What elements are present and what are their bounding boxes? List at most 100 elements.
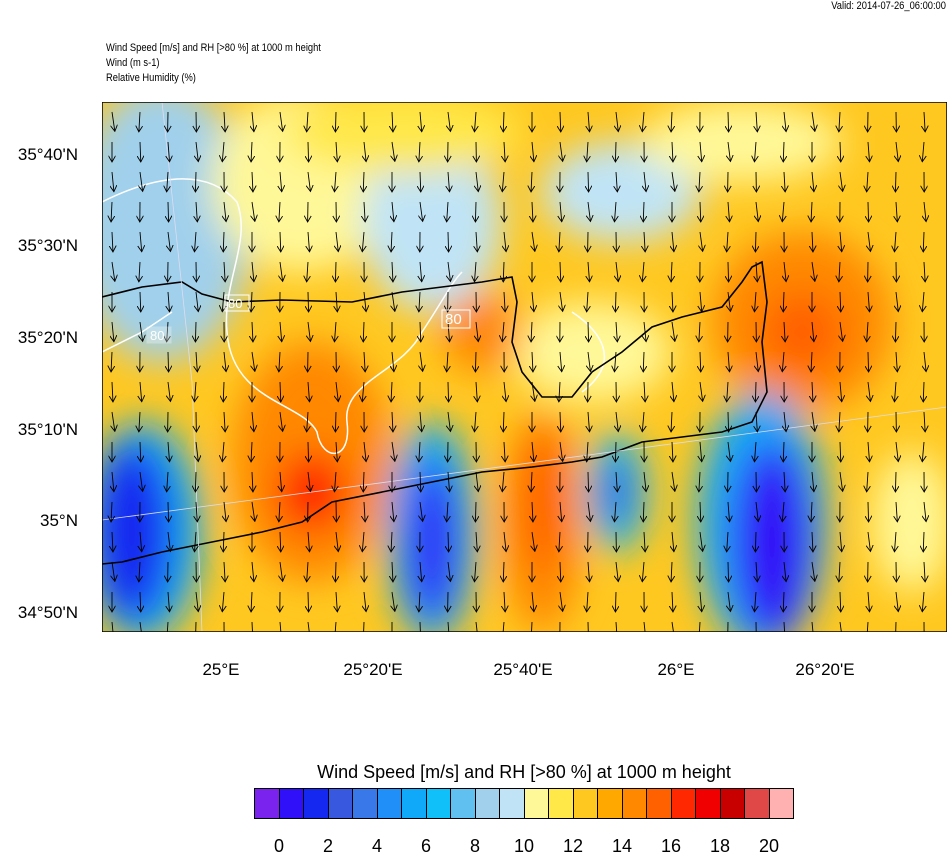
wind-arrow	[700, 351, 701, 372]
wind-arrow	[362, 381, 364, 402]
wind-arrow	[896, 501, 897, 522]
wind-arrow	[615, 441, 616, 462]
wind-arrow	[642, 411, 644, 432]
wind-arrow	[783, 591, 784, 612]
wind-arrow	[560, 411, 561, 432]
wind-arrow	[364, 141, 366, 162]
wind-arrow	[616, 561, 618, 582]
wind-arrow	[252, 201, 255, 221]
wind-arrow	[223, 381, 224, 402]
wind-arrow	[280, 531, 281, 552]
wind-arrow	[587, 141, 588, 162]
wind-arrow	[194, 381, 196, 402]
colorbar-swatch	[328, 789, 353, 818]
wind-arrow	[812, 471, 814, 492]
colorbar-swatch	[549, 789, 574, 818]
wind-arrow	[420, 351, 423, 371]
wind-arrow	[616, 411, 618, 432]
wind-arrow	[336, 591, 337, 612]
wind-arrow	[588, 171, 589, 192]
wind-arrow	[868, 231, 870, 251]
wind-arrow	[251, 591, 252, 612]
wind-arrow	[644, 171, 646, 192]
wind-arrow	[532, 141, 534, 162]
wind-arrow	[560, 441, 563, 461]
wind-arrow	[642, 261, 644, 282]
wind-arrow	[588, 321, 589, 342]
wind-arrow	[587, 621, 589, 632]
wind-arrow	[812, 381, 813, 402]
wind-arrow	[616, 261, 618, 282]
colorbar-swatch	[377, 789, 402, 818]
wind-arrow	[139, 411, 140, 432]
wind-arrow	[840, 381, 842, 402]
wind-arrow	[756, 561, 757, 582]
wind-arrow	[756, 111, 757, 132]
wind-arrow	[224, 111, 225, 132]
wind-arrow	[111, 351, 112, 372]
wind-arrow	[588, 111, 590, 132]
wind-arrow	[784, 261, 786, 282]
wind-arrow	[588, 201, 590, 221]
wind-arrow	[672, 231, 674, 252]
wind-arrow	[840, 471, 843, 491]
wind-arrow	[700, 381, 703, 401]
wind-arrow	[391, 231, 392, 252]
wind-arrow	[448, 111, 450, 131]
wind-arrow	[420, 201, 423, 221]
wind-arrow	[754, 141, 756, 162]
wind-arrow	[448, 171, 450, 192]
wind-arrow	[140, 381, 142, 402]
wind-arrow	[140, 231, 142, 252]
wind-arrow	[335, 411, 336, 432]
wind-arrow	[364, 201, 365, 222]
wind-arrow	[502, 471, 504, 492]
wind-arrow	[420, 471, 421, 492]
colorbar-swatch	[696, 789, 721, 818]
wind-arrow	[392, 351, 394, 372]
wind-arrow	[112, 471, 114, 492]
wind-arrow	[195, 621, 197, 632]
wind-arrow	[812, 231, 813, 252]
wind-arrow	[308, 441, 309, 462]
wind-arrow	[924, 411, 925, 432]
wind-arrow	[672, 321, 675, 341]
wind-arrow	[560, 591, 563, 611]
wind-arrow	[196, 201, 197, 222]
wind-arrow	[700, 501, 701, 522]
wind-arrow	[896, 201, 897, 222]
wind-arrow	[168, 441, 170, 462]
wind-arrow	[532, 381, 535, 401]
wind-arrow	[840, 531, 842, 552]
colorbar-label: 0	[273, 836, 285, 854]
wind-arrow	[194, 531, 196, 552]
wind-arrow	[448, 321, 450, 342]
wind-arrow	[140, 321, 143, 341]
colorbar-label: 8	[469, 836, 481, 854]
wind-arrow	[252, 111, 254, 132]
wind-arrow	[112, 171, 114, 192]
wind-arrow	[224, 501, 226, 522]
wind-arrow	[448, 261, 450, 281]
wind-arrow	[168, 591, 170, 612]
wind-arrow	[196, 291, 198, 312]
wind-arrow	[420, 321, 421, 342]
wind-arrow	[728, 591, 730, 611]
colorbar-label: 6	[420, 836, 432, 854]
wind-arrow	[336, 231, 338, 252]
wind-arrow	[839, 411, 840, 432]
wind-arrow	[222, 591, 224, 612]
wind-arrow	[140, 591, 141, 612]
lat-tick: 35°N	[40, 511, 78, 530]
wind-arrow	[756, 411, 757, 432]
wind-arrow	[782, 201, 784, 222]
wind-arrow	[448, 471, 450, 492]
wind-arrow	[840, 441, 841, 462]
wind-arrow	[420, 261, 422, 282]
wind-arrow	[783, 141, 784, 162]
wind-arrow	[868, 351, 869, 372]
wind-arrow	[532, 231, 535, 251]
wind-arrow	[756, 261, 757, 282]
wind-arrow	[334, 171, 336, 192]
